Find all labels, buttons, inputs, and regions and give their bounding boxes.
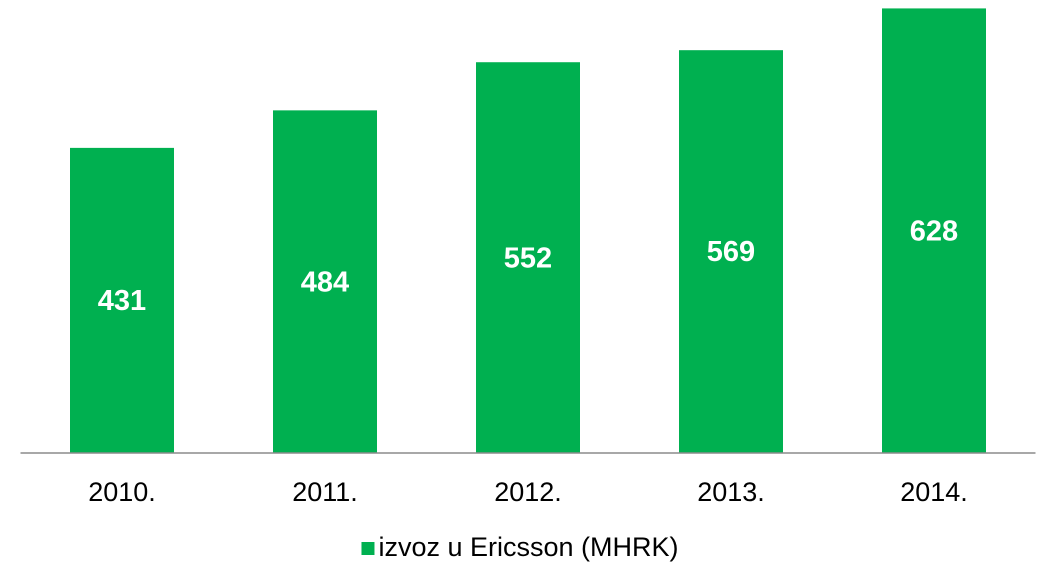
data-label: 569 [707, 236, 755, 268]
bar [476, 62, 580, 453]
bar [70, 147, 174, 453]
data-label: 552 [504, 242, 552, 274]
data-label: 484 [301, 266, 349, 298]
legend-label: izvoz u Ericsson (MHRK) [378, 532, 678, 562]
data-label: 628 [910, 215, 958, 247]
bar [679, 50, 783, 453]
x-tick-label: 2011. [292, 477, 358, 507]
bar [882, 8, 986, 454]
bar [273, 110, 377, 453]
x-tick-label: 2014. [900, 477, 968, 507]
legend-swatch [361, 542, 375, 555]
x-tick-label: 2012. [494, 477, 562, 507]
x-tick-label: 2010. [88, 477, 156, 507]
data-label: 431 [98, 285, 146, 317]
x-tick-label: 2013. [697, 477, 765, 507]
